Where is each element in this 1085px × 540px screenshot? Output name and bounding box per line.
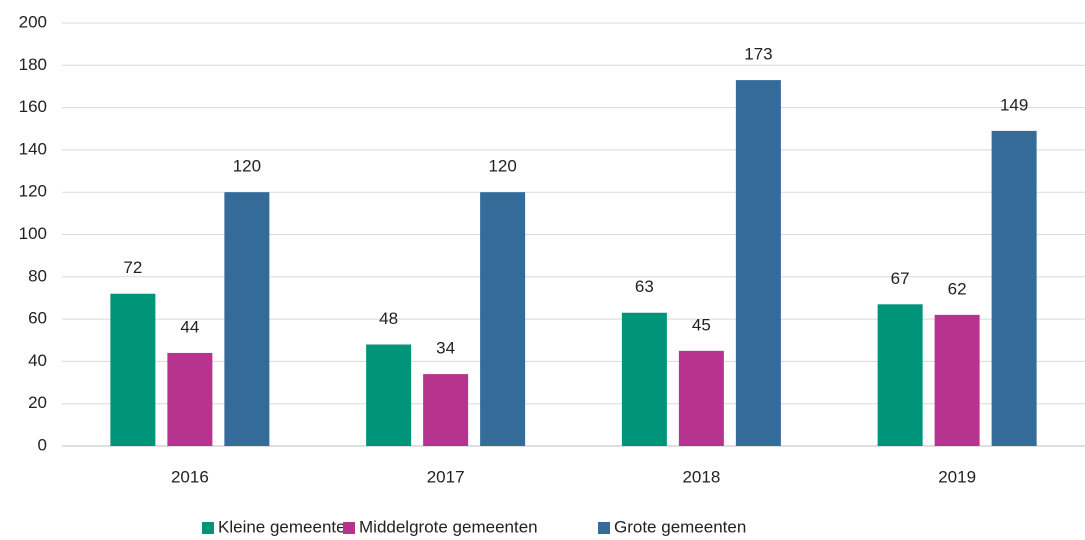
y-tick-label: 120 (19, 182, 47, 201)
bar (678, 350, 724, 446)
data-label: 45 (692, 315, 711, 334)
y-tick-label: 20 (28, 393, 47, 412)
data-label: 67 (891, 269, 910, 288)
x-tick-label: 2018 (682, 467, 720, 486)
x-tick-label: 2017 (427, 467, 465, 486)
bar (480, 192, 526, 446)
data-label: 149 (1000, 95, 1028, 114)
bar (934, 314, 980, 446)
legend-swatch (598, 522, 610, 534)
data-label: 173 (744, 45, 772, 64)
bar (735, 80, 781, 446)
data-label: 48 (379, 309, 398, 328)
bar (224, 192, 270, 446)
y-tick-label: 40 (28, 351, 47, 370)
bar (110, 293, 156, 446)
y-tick-label: 160 (19, 97, 47, 116)
y-tick-label: 80 (28, 266, 47, 285)
y-tick-label: 60 (28, 309, 47, 328)
legend-swatch (202, 522, 214, 534)
data-label: 63 (635, 277, 654, 296)
data-label: 34 (436, 339, 455, 358)
x-tick-label: 2019 (938, 467, 976, 486)
legend-label: Middelgrote gemeenten (359, 517, 538, 536)
y-tick-label: 180 (19, 55, 47, 74)
data-label: 44 (180, 317, 199, 336)
legend-label: Grote gemeenten (614, 517, 746, 536)
bar (167, 352, 213, 446)
data-label: 120 (233, 157, 261, 176)
bar (991, 130, 1037, 447)
y-tick-label: 200 (19, 12, 47, 31)
bar (621, 312, 667, 446)
data-label: 62 (948, 279, 967, 298)
bar (877, 304, 923, 446)
y-tick-label: 140 (19, 139, 47, 158)
legend-swatch (343, 522, 355, 534)
x-tick-label: 2016 (171, 467, 209, 486)
bar (366, 344, 412, 446)
bar (423, 374, 469, 446)
legend-label: Kleine gemeenten (218, 517, 355, 536)
data-label: 120 (488, 157, 516, 176)
y-tick-label: 100 (19, 224, 47, 243)
data-label: 72 (123, 258, 142, 277)
y-tick-label: 0 (38, 435, 47, 454)
